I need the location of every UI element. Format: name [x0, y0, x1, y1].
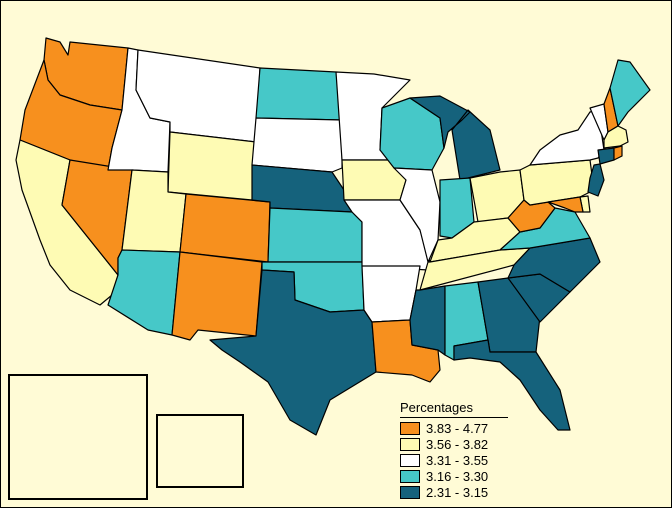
state-mi[interactable]	[409, 95, 501, 181]
legend-item: 3.83 - 4.77	[400, 420, 530, 436]
state-ms[interactable]	[409, 285, 446, 356]
state-ny[interactable]	[529, 109, 605, 166]
state-ks[interactable]	[267, 207, 363, 263]
state-md[interactable]	[547, 196, 584, 213]
hawaii-inset	[156, 414, 244, 488]
legend-item: 3.16 - 3.30	[400, 468, 530, 484]
state-nj[interactable]	[587, 163, 605, 197]
state-nd[interactable]	[255, 67, 343, 121]
legend-label: 2.31 - 3.15	[426, 484, 489, 500]
legend-label: 3.31 - 3.55	[426, 452, 489, 468]
state-tx[interactable]	[209, 269, 377, 436]
state-ma[interactable]	[603, 125, 629, 149]
legend-swatch	[400, 469, 420, 483]
legend-item: 3.31 - 3.55	[400, 452, 530, 468]
legend: Percentages 3.83 - 4.77 3.56 - 3.82 3.31…	[400, 400, 530, 500]
state-fl[interactable]	[453, 339, 571, 431]
legend-swatch	[400, 453, 420, 467]
state-me[interactable]	[609, 59, 651, 127]
legend-label: 3.16 - 3.30	[426, 468, 489, 484]
state-ri[interactable]	[613, 145, 623, 161]
legend-item: 3.56 - 3.82	[400, 436, 530, 452]
legend-swatch	[400, 485, 420, 499]
legend-label: 3.83 - 4.77	[426, 420, 489, 436]
alaska-inset	[8, 374, 148, 500]
state-sd[interactable]	[251, 117, 343, 173]
state-az[interactable]	[107, 249, 181, 336]
state-wy[interactable]	[167, 131, 257, 201]
state-nm[interactable]	[171, 251, 263, 341]
legend-swatch	[400, 437, 420, 451]
state-co[interactable]	[179, 193, 271, 263]
legend-swatch	[400, 421, 420, 435]
legend-item: 2.31 - 3.15	[400, 484, 530, 500]
legend-label: 3.56 - 3.82	[426, 436, 489, 452]
state-ct[interactable]	[597, 147, 615, 165]
legend-title: Percentages	[400, 400, 508, 418]
